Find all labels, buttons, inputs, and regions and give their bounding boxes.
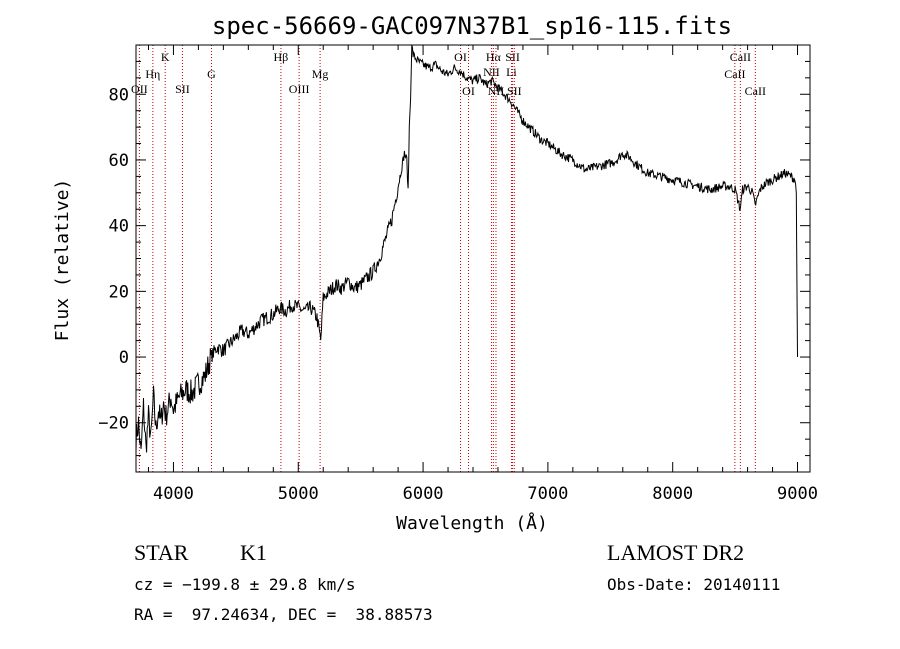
class-label: STAR (134, 540, 189, 565)
y-tick-label: 80 (109, 85, 129, 105)
survey-label: LAMOST DR2 (607, 540, 745, 565)
spectral-line-label: SII (175, 82, 190, 96)
spectral-line-label: Li (506, 65, 517, 79)
subclass-label: K1 (240, 540, 267, 565)
spectrum-line (135, 44, 798, 453)
spectral-line-label: Hη (145, 67, 160, 81)
y-tick-label: 20 (109, 282, 129, 302)
chart-title: spec-56669-GAC097N37B1_sp16-115.fits (212, 12, 732, 40)
spectral-line-label: OIII (289, 82, 310, 96)
spectral-line-label: OI (454, 50, 467, 64)
x-tick-label: 4000 (153, 484, 194, 504)
spectral-line-label: G (207, 67, 216, 81)
spectral-line-label: SII (505, 50, 520, 64)
x-axis-label: Wavelength (Å) (396, 512, 548, 534)
plot-frame (135, 44, 811, 473)
spectral-line-label: NII (483, 65, 500, 79)
chart-axes: 4000 5000 6000 7000 8000 9000 −20 0 20 40 60 80 (98, 45, 818, 504)
spectral-line-label: OII (131, 82, 148, 96)
y-tick-label: 40 (109, 217, 129, 237)
spectral-line-label: NII (488, 84, 505, 98)
coordinates-text: RA = 97.24634, DEC = 38.88573 (134, 605, 433, 624)
spectral-line-label: SII (507, 84, 522, 98)
y-tick-label: 60 (109, 151, 129, 171)
spectral-line-label: CaII (724, 67, 745, 81)
x-tick-label: 5000 (278, 484, 319, 504)
y-tick-label: 0 (119, 348, 129, 368)
chart-marks: OIIHηKSIIGHβOIIIMgOIOIHαNIINIILiSIISIICa… (131, 44, 798, 472)
redshift-text: cz = −199.8 ± 29.8 km/s (134, 575, 356, 594)
spectral-line-label: CaII (730, 50, 751, 64)
spectral-line-label: CaII (745, 84, 766, 98)
x-tick-label: 6000 (403, 484, 444, 504)
spectral-line-label: K (161, 50, 170, 64)
spectral-line-label: OI (462, 84, 475, 98)
spectral-line-label: Hβ (274, 50, 289, 64)
y-tick-label: −20 (98, 414, 129, 434)
spectral-line-label: Mg (312, 67, 329, 81)
x-tick-label: 9000 (777, 484, 818, 504)
x-tick-label: 7000 (527, 484, 568, 504)
spectral-line-label: Hα (486, 50, 502, 64)
obs-date-text: Obs-Date: 20140111 (607, 575, 781, 594)
y-axis-label: Flux (relative) (52, 179, 73, 342)
x-tick-label: 8000 (652, 484, 693, 504)
